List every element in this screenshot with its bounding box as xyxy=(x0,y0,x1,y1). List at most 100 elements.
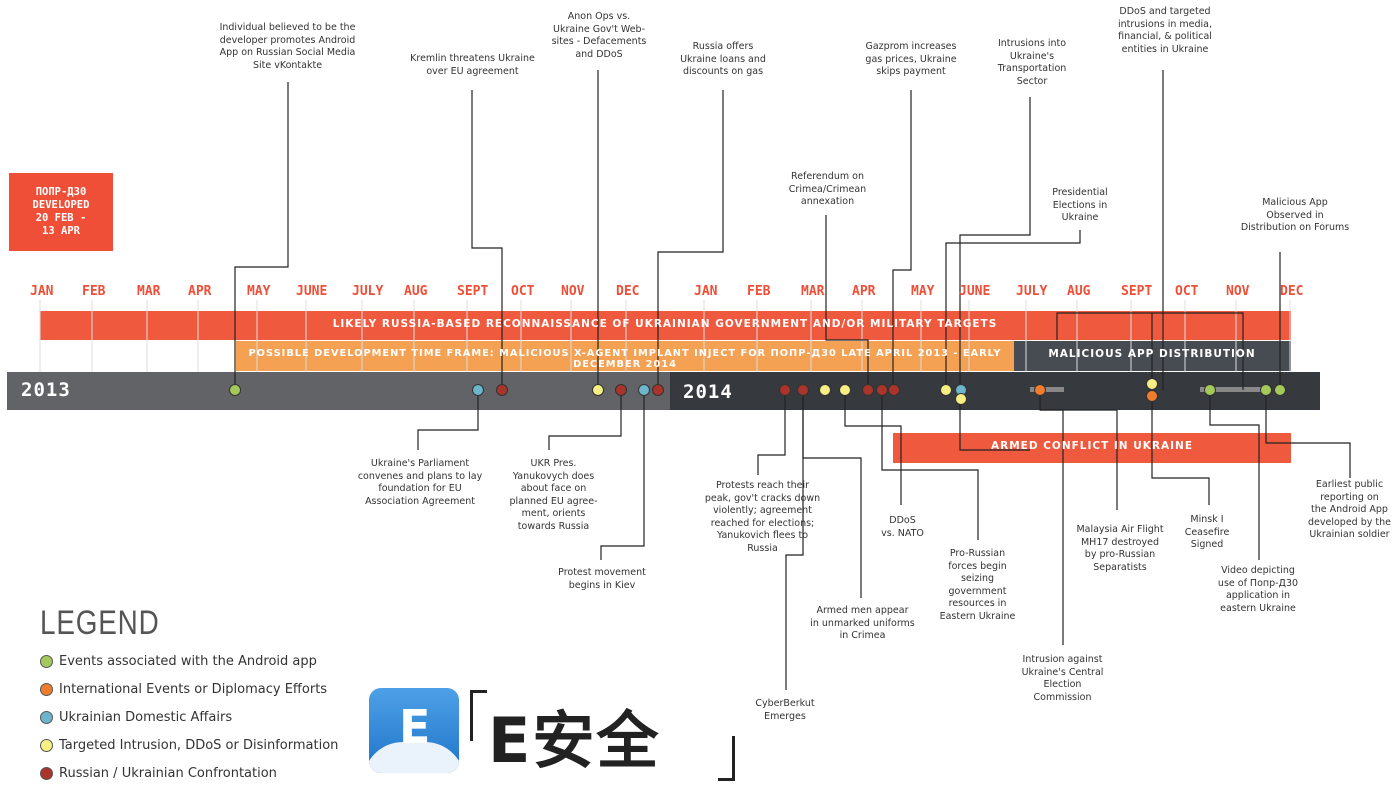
connector-line xyxy=(757,390,786,475)
legend-title: LEGEND xyxy=(40,604,160,642)
badge-line: DEVELOPED xyxy=(32,199,90,211)
event-label-top: Russia offers Ukraine loans and discount… xyxy=(680,41,766,77)
e-security-logo-icon: E xyxy=(369,688,459,773)
month-label: AUG xyxy=(404,284,428,299)
event-marker-yellow xyxy=(819,384,831,396)
event-marker-red xyxy=(496,384,508,396)
event-label-top: Anon Ops vs. Ukraine Gov't Web- sites - … xyxy=(551,11,647,60)
month-label: JUNE xyxy=(296,284,328,299)
event-label-top: Presidential Elections in Ukraine xyxy=(1052,187,1108,223)
logo-letter: E xyxy=(399,700,431,754)
month-label: DEC xyxy=(1280,284,1304,299)
watermark-text: E安全 xyxy=(488,704,661,777)
legend-color-swatch xyxy=(40,711,53,724)
month-label: MAY xyxy=(247,284,271,299)
legend-color-swatch xyxy=(40,655,53,668)
month-label: JULY xyxy=(1016,284,1048,299)
month-label: JAN xyxy=(694,284,718,299)
development-badge: ПОПР-Д30 DEVELOPED 20 FEB - 13 APR xyxy=(9,173,113,251)
connector-line xyxy=(785,390,804,690)
connector-line xyxy=(1265,390,1351,478)
event-marker-red xyxy=(779,384,791,396)
event-label-bottom: Ukraine's Parliament convenes and plans … xyxy=(357,458,483,507)
connector-line xyxy=(417,390,479,450)
connector-line xyxy=(600,390,645,560)
event-label-bottom: Protest movement begins in Kiev xyxy=(558,567,646,591)
event-label-top: DDoS and targeted intrusions in media, f… xyxy=(1118,6,1212,55)
event-label-bottom: Armed men appear in unmarked uniforms in… xyxy=(810,605,915,641)
event-marker-red xyxy=(615,384,627,396)
event-marker-yellow xyxy=(1146,378,1158,390)
event-marker-red xyxy=(652,384,664,396)
connector-line xyxy=(802,390,862,598)
range-bar xyxy=(1200,387,1264,392)
legend-item: Ukrainian Domestic Affairs xyxy=(40,710,232,725)
event-marker-yellow xyxy=(592,384,604,396)
legend-color-swatch xyxy=(40,767,53,780)
legend-item-label: Events associated with the Android app xyxy=(59,654,317,669)
month-label: JUNE xyxy=(959,284,991,299)
month-label: MAR xyxy=(137,284,161,299)
connector-line xyxy=(548,390,622,450)
connector-line xyxy=(1209,390,1260,560)
connector-line xyxy=(959,398,1030,451)
connector-line xyxy=(234,82,289,390)
cloud-shape xyxy=(369,742,459,773)
connector-line xyxy=(959,97,1031,390)
event-label-top: Intrusions into Ukraine's Transportation… xyxy=(997,38,1067,87)
year-2013-label: 2013 xyxy=(21,379,71,401)
event-label-top: Gazprom increases gas prices, Ukraine sk… xyxy=(865,41,957,77)
legend-color-swatch xyxy=(40,683,53,696)
legend-item-label: Targeted Intrusion, DDoS or Disinformati… xyxy=(59,738,339,753)
dev-band-label: POSSIBLE DEVELOPMENT TIME FRAME: MALICIO… xyxy=(248,348,1002,370)
event-marker-red xyxy=(888,384,900,396)
conflict-band xyxy=(893,433,1291,463)
event-marker-yellow xyxy=(940,384,952,396)
month-label: SEPT xyxy=(457,284,489,299)
bracket-left xyxy=(470,690,487,741)
month-label: MAR xyxy=(801,284,825,299)
connector-line xyxy=(1151,396,1210,505)
bracket-right xyxy=(718,736,735,781)
connector-line xyxy=(1040,409,1118,510)
event-marker-green xyxy=(229,384,241,396)
month-label: NOV xyxy=(561,284,585,299)
event-label-bottom: Earliest public reporting on the Android… xyxy=(1308,479,1391,540)
event-marker-yellow xyxy=(839,384,851,396)
event-label-top: Kremlin threatens Ukraine over EU agreem… xyxy=(410,53,535,77)
month-label: NOV xyxy=(1226,284,1250,299)
event-marker-orange xyxy=(1146,390,1158,402)
range-bar xyxy=(1030,387,1064,392)
event-marker-blue xyxy=(472,384,484,396)
month-label: SEPT xyxy=(1121,284,1153,299)
event-marker-orange xyxy=(1034,384,1046,396)
event-label-top: Individual believed to be the developer … xyxy=(219,22,356,71)
app-band-label: MALICIOUS APP DISTRIBUTION xyxy=(1048,348,1256,360)
event-label-bottom: Video depicting use of Попр-Д30 applicat… xyxy=(1217,565,1299,614)
legend-item-label: Russian / Ukrainian Confrontation xyxy=(59,766,277,781)
event-marker-yellow xyxy=(955,393,967,405)
legend-item-label: International Events or Diplomacy Effort… xyxy=(59,682,328,697)
badge-line: ПОПР-Д30 xyxy=(35,186,87,198)
month-label: FEB xyxy=(747,284,771,299)
recon-band-label: LIKELY RUSSIA-BASED RECONNAISSANCE OF UK… xyxy=(332,318,998,330)
event-marker-green xyxy=(1274,384,1286,396)
month-label: AUG xyxy=(1067,284,1091,299)
month-label: JAN xyxy=(30,284,54,299)
month-label: OCT xyxy=(511,284,535,299)
event-label-bottom: DDoS vs. NATO xyxy=(881,515,924,539)
event-label-bottom: Pro-Russian forces begin seizing governm… xyxy=(939,548,1016,622)
event-marker-red xyxy=(862,384,874,396)
connector-line xyxy=(471,90,503,390)
event-label-top: Referendum on Crimea/Crimean annexation xyxy=(788,171,867,207)
event-marker-red xyxy=(797,384,809,396)
month-label: APR xyxy=(852,284,876,299)
event-label-bottom: UKR Pres. Yanukovych does about face on … xyxy=(509,458,598,532)
badge-line: 20 FEB - xyxy=(35,212,87,224)
conflict-band-label: ARMED CONFLICT IN UKRAINE xyxy=(990,440,1193,452)
month-label: FEB xyxy=(82,284,106,299)
connector-line xyxy=(825,215,869,390)
event-label-bottom: Malaysia Air Flight MH17 destroyed by pr… xyxy=(1076,524,1164,573)
legend-color-swatch xyxy=(40,739,53,752)
